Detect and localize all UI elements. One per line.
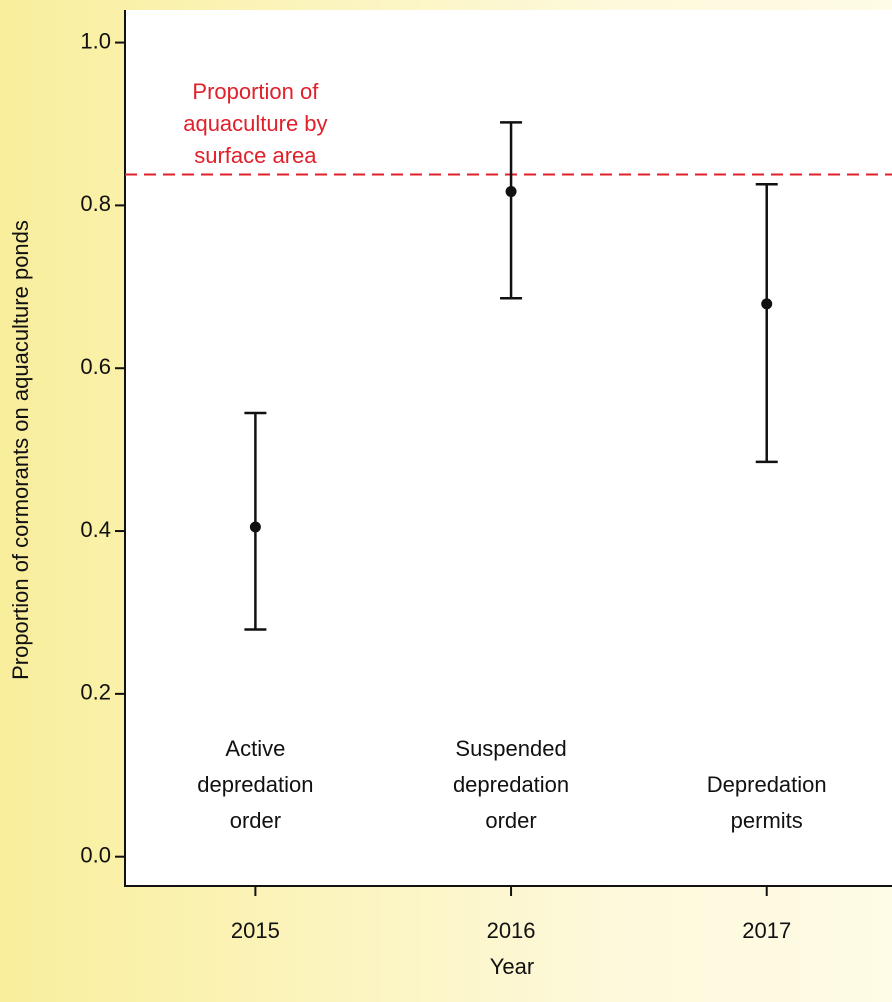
category-annotation: depredation [197,772,313,797]
y-tick-label: 1.0 [80,28,111,53]
x-tick-label: 2016 [487,918,536,943]
y-tick-label: 0.0 [80,843,111,868]
category-annotation: order [485,808,536,833]
x-tick-label: 2015 [231,918,280,943]
category-annotation: Suspended [455,736,566,761]
y-tick-label: 0.8 [80,191,111,216]
category-annotation: Active [225,736,285,761]
y-tick-label: 0.4 [80,517,111,542]
point [761,298,773,310]
point [505,186,517,198]
category-annotation: Depredation [707,772,827,797]
plot-area [125,10,892,886]
point [249,521,261,533]
y-tick-label: 0.6 [80,354,111,379]
reference-label: Proportion of [192,79,319,104]
x-tick-label: 2017 [742,918,791,943]
x-axis-title: Year [490,954,534,979]
reference-label: aquaculture by [183,111,327,136]
y-tick-label: 0.2 [80,680,111,705]
category-annotation: permits [731,808,803,833]
y-axis-title: Proportion of cormorants on aquaculture … [8,220,33,680]
category-annotation: depredation [453,772,569,797]
reference-label: surface area [194,143,317,168]
category-annotation: order [230,808,281,833]
